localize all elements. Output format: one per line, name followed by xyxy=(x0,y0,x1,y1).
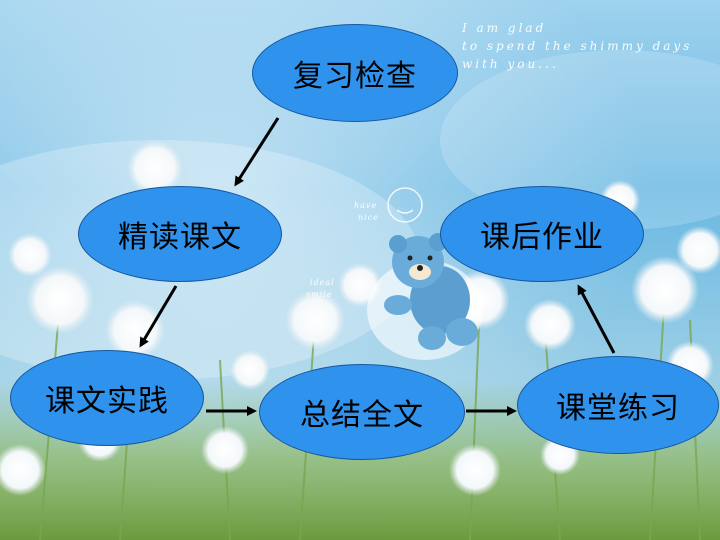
small-text-3: ideal xyxy=(310,278,335,287)
poem-line-1: I am glad xyxy=(462,21,547,35)
small-text-2: nice xyxy=(358,213,379,222)
poem-line-2: to spend the shimmy days xyxy=(462,39,693,53)
small-text-4: smile xyxy=(306,290,333,299)
small-text-1: have xyxy=(354,201,378,210)
teddy-bear-illustration xyxy=(367,233,483,360)
node-classroom-exercise[interactable]: 课堂练习 xyxy=(517,356,719,454)
node-homework[interactable]: 课后作业 xyxy=(440,186,644,282)
node-review[interactable]: 复习检查 xyxy=(252,24,458,122)
poem-line-3: with you... xyxy=(462,57,559,71)
node-intensive-reading[interactable]: 精读课文 xyxy=(78,186,282,282)
node-summary[interactable]: 总结全文 xyxy=(259,364,465,460)
node-practice[interactable]: 课文实践 xyxy=(10,350,204,446)
sun-face xyxy=(387,187,423,223)
